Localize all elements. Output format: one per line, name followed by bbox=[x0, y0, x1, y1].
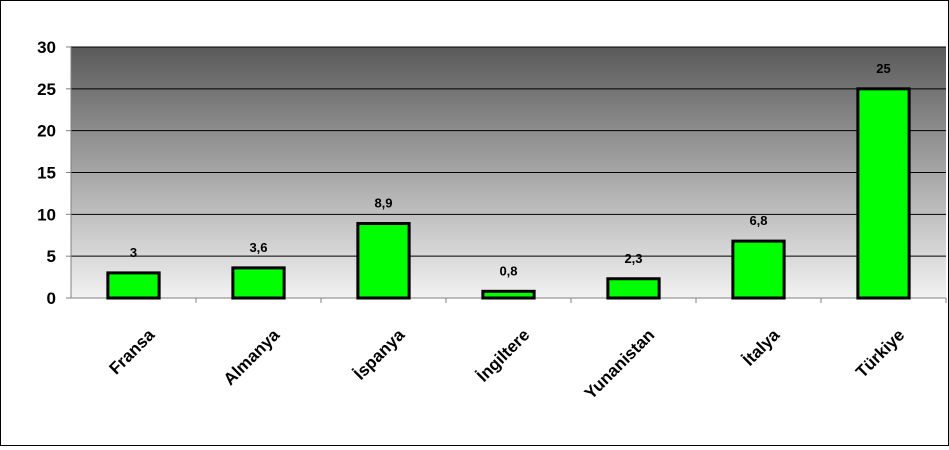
y-tick-label: 20 bbox=[37, 122, 56, 141]
bar bbox=[356, 222, 411, 300]
category-label: İngiltere bbox=[473, 325, 533, 385]
bar bbox=[606, 277, 661, 300]
bar bbox=[481, 289, 536, 300]
bar bbox=[856, 87, 911, 300]
category-label: İtalya bbox=[739, 325, 784, 370]
data-label: 0,8 bbox=[499, 263, 517, 278]
category-label: Fransa bbox=[105, 325, 158, 378]
bars bbox=[106, 87, 911, 300]
data-label: 8,9 bbox=[374, 196, 392, 211]
data-label: 2,3 bbox=[624, 251, 642, 266]
data-label: 3,6 bbox=[249, 240, 267, 255]
category-label: Almanya bbox=[220, 325, 284, 389]
data-label: 25 bbox=[876, 61, 890, 76]
y-tick-label: 30 bbox=[37, 38, 56, 57]
bar bbox=[731, 239, 786, 300]
y-tick-label: 5 bbox=[47, 247, 56, 266]
bar bbox=[106, 271, 161, 300]
category-label: İspanya bbox=[350, 325, 409, 384]
y-tick-label: 25 bbox=[37, 80, 56, 99]
category-label: Türkiye bbox=[852, 325, 908, 381]
data-label: 3 bbox=[130, 245, 137, 260]
bar bbox=[231, 266, 286, 300]
y-tick-label: 15 bbox=[37, 164, 56, 183]
data-label: 6,8 bbox=[749, 213, 767, 228]
category-label: Yunanistan bbox=[581, 325, 659, 403]
gridlines bbox=[71, 46, 946, 257]
y-tick-label: 0 bbox=[47, 289, 56, 308]
y-tick-label: 10 bbox=[37, 205, 56, 224]
